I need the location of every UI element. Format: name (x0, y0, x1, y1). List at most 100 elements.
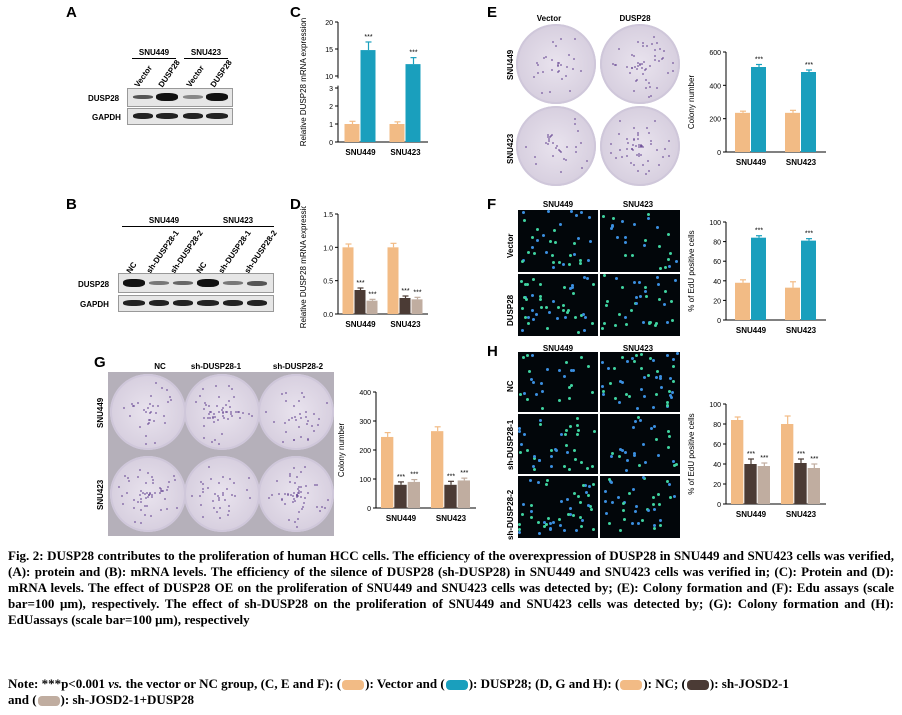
colony-dish (600, 24, 680, 104)
col-title: DUSP28 (619, 14, 651, 23)
y-tick-label: 80 (713, 240, 721, 247)
significance-label: *** (356, 280, 364, 287)
figure-note: Note: ***p<0.001 vs. the vector or NC gr… (8, 676, 894, 708)
y-tick-label: 600 (709, 50, 721, 57)
edu-micrograph (600, 274, 680, 336)
lane-label: Vector (184, 63, 207, 89)
significance-label: *** (410, 472, 418, 479)
legend-swatch-nc (620, 680, 643, 691)
significance-label: *** (755, 57, 763, 64)
y-axis-label: Relative DUSP28 mRNA expression (299, 18, 308, 147)
colony-dish (184, 374, 260, 450)
significance-label: *** (447, 473, 455, 480)
x-tick-label: SNU449 (386, 514, 417, 523)
significance-label: *** (413, 289, 421, 296)
colony-dish (516, 24, 596, 104)
row-title: sh-DUSP28-2 (506, 489, 515, 540)
y-tick-label: 1.0 (323, 245, 333, 252)
chart-g: Colony number 400 300 200 100 0 *** *** SNU449 **… (337, 390, 476, 523)
row-title: DUSP28 (506, 294, 515, 326)
bar (794, 463, 807, 504)
x-tick-label: SNU449 (345, 320, 376, 329)
bar (457, 480, 470, 508)
significance-label: *** (364, 34, 372, 41)
group-line (132, 58, 176, 59)
y-tick-label: 400 (709, 83, 721, 90)
y-axis-label: Colony number (687, 75, 696, 130)
panel-label-h: H (487, 343, 498, 360)
panel-label-d: D (290, 196, 301, 213)
y-tick-label: 10 (325, 74, 333, 81)
colony-dish (600, 106, 680, 186)
y-tick-label: 0 (367, 506, 371, 513)
col-title: Vector (536, 14, 562, 23)
col-title: sh-DUSP28-2 (272, 362, 324, 371)
note-part: ): DUSP28; (D, G and H): ( (468, 676, 620, 691)
col-title: sh-DUSP28-1 (190, 362, 242, 371)
bar (785, 112, 800, 152)
x-tick-label: SNU423 (786, 510, 817, 519)
bar (431, 431, 444, 508)
edu-micrograph (518, 476, 598, 538)
colony-dish (516, 106, 596, 186)
y-axis-label: Relative DUSP28 mRNA expression (299, 206, 308, 328)
group-label-snu423: SNU423 (190, 48, 222, 57)
y-tick-label: 60 (713, 259, 721, 266)
panel-label-a: A (66, 4, 77, 21)
y-tick-label: 200 (359, 448, 371, 455)
y-axis-label: % of EdU positive cells (687, 413, 696, 494)
group-label-snu449: SNU449 (148, 216, 180, 225)
bar (344, 124, 360, 142)
note-part: ): Vector and ( (365, 676, 445, 691)
chart-d: Relative DUSP28 mRNA expression 1.5 1.0 0.5… (299, 206, 428, 329)
bar (781, 424, 794, 504)
x-tick-label: SNU423 (786, 326, 817, 335)
significance-label: *** (368, 291, 376, 298)
blot-row-label-gapdh: GAPDH (80, 300, 109, 309)
y-tick-label: 0 (717, 502, 721, 509)
chart-e: Colony number 600 400 200 0 *** SNU449 *** SNU42… (687, 50, 826, 167)
y-tick-label: 40 (713, 462, 721, 469)
y-axis-label: % of EdU positive cells (687, 230, 696, 311)
x-tick-label: SNU449 (345, 148, 376, 157)
y-tick-label: 20 (713, 482, 721, 489)
bar (744, 464, 757, 504)
bar (444, 484, 457, 508)
legend-swatch-sh1 (686, 680, 709, 691)
significance-label: *** (760, 455, 768, 462)
note-part: the vector or NC group, (C, E and F): ( (122, 676, 342, 691)
caption-fig-label: Fig. 2: (8, 548, 44, 563)
colony-dish (110, 374, 186, 450)
significance-label: *** (409, 50, 417, 57)
blot-row-label-gapdh: GAPDH (92, 113, 121, 122)
colony-plate-grid (108, 372, 334, 536)
row-title: Vector (506, 233, 515, 258)
bar (360, 50, 376, 142)
row-title: sh-DUSP28-1 (506, 419, 515, 470)
y-axis-label: Colony number (337, 423, 346, 478)
y-tick-label: 1.5 (323, 212, 333, 219)
x-tick-label: SNU449 (736, 510, 767, 519)
panel-label-c: C (290, 4, 301, 21)
bar (751, 237, 766, 320)
edu-micrograph (518, 414, 598, 474)
col-title: SNU449 (542, 344, 574, 353)
x-tick-label: SNU423 (390, 148, 421, 157)
significance-label: *** (755, 228, 763, 235)
group-line (122, 226, 198, 227)
significance-label: *** (805, 231, 813, 238)
x-tick-label: SNU449 (736, 158, 767, 167)
row-title: SNU449 (506, 49, 515, 80)
significance-label: *** (810, 456, 818, 463)
significance-label: *** (805, 62, 813, 69)
edu-micrograph (518, 352, 598, 412)
legend-swatch-sh2 (37, 696, 60, 707)
col-title: SNU423 (622, 344, 654, 353)
edu-micrograph (600, 352, 680, 412)
panel-label-f: F (487, 196, 497, 213)
note-part: and ( (8, 692, 37, 707)
bar (801, 240, 816, 320)
note-part: Note: ***p<0.001 (8, 676, 109, 691)
y-tick-label: 300 (359, 419, 371, 426)
bar (354, 290, 366, 314)
